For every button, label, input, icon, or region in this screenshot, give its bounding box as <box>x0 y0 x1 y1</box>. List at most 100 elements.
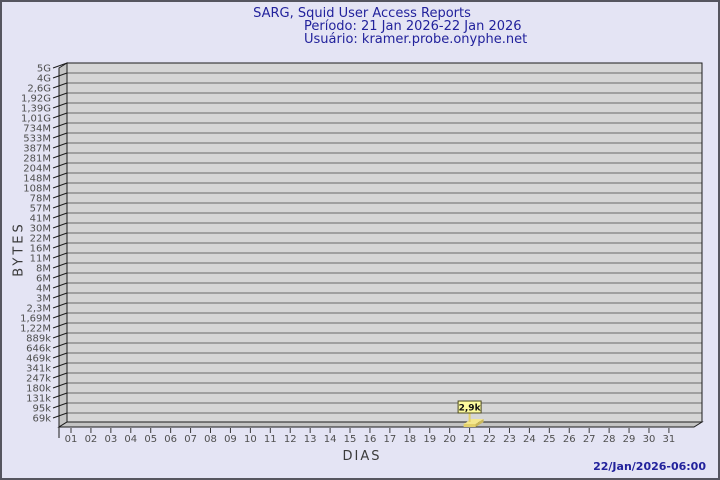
y-tick-label: 6M <box>36 274 51 285</box>
x-tick-label: 12 <box>284 434 297 445</box>
x-tick-label: 05 <box>144 434 157 445</box>
y-tick <box>52 282 68 289</box>
y-tick-label: 11M <box>30 254 51 265</box>
y-tick-label: 341k <box>26 364 51 375</box>
x-tick-label: 20 <box>443 434 456 445</box>
x-tick-label: 30 <box>643 434 656 445</box>
y-tick <box>52 92 68 99</box>
y-tick <box>52 102 68 109</box>
x-tick-label: 25 <box>543 434 556 445</box>
x-tick-label: 22 <box>483 434 496 445</box>
y-tick-label: 1,22M <box>20 324 51 335</box>
bar-value-box <box>457 400 482 414</box>
x-tick-label: 04 <box>124 434 137 445</box>
y-tick <box>52 192 68 199</box>
x-axis-title: DIAS <box>342 449 382 464</box>
y-tick-label: 180k <box>26 384 51 395</box>
y-tick <box>52 132 68 139</box>
x-tick-label: 28 <box>603 434 616 445</box>
y-tick <box>52 252 68 259</box>
y-tick-label: 2,3M <box>26 304 51 315</box>
y-tick-label: 469k <box>26 354 51 365</box>
y-tick-label: 5G <box>37 64 51 75</box>
x-tick-label: 13 <box>304 434 317 445</box>
x-tick-label: 10 <box>244 434 257 445</box>
y-tick-label: 131k <box>26 394 51 405</box>
y-tick-label: 533M <box>23 134 51 145</box>
x-tick-label: 19 <box>423 434 436 445</box>
y-tick-label: 78M <box>30 194 51 205</box>
report-title: SARG, Squid User Access Reports <box>253 6 471 21</box>
x-tick-label: 15 <box>344 434 357 445</box>
y-tick <box>52 412 68 419</box>
y-tick <box>52 72 68 79</box>
x-tick-label: 08 <box>204 434 217 445</box>
y-tick <box>52 242 68 249</box>
report-period: Período: 21 Jan 2026-22 Jan 2026 <box>304 19 522 34</box>
y-tick <box>52 212 68 219</box>
y-tick-label: 16M <box>30 244 51 255</box>
y-tick-label: 1,39G <box>21 104 51 115</box>
y-tick <box>52 382 68 389</box>
x-tick-label: 18 <box>403 434 416 445</box>
y-tick <box>52 402 68 409</box>
x-tick-label: 17 <box>384 434 397 445</box>
x-tick-label: 03 <box>104 434 117 445</box>
y-tick-label: 148M <box>23 174 51 185</box>
y-tick <box>52 342 68 349</box>
y-tick <box>52 112 68 119</box>
y-tick-label: 4M <box>36 284 51 295</box>
y-tick-label: 646k <box>26 344 51 355</box>
x-tick-label: 02 <box>85 434 98 445</box>
y-tick-label: 2,6G <box>27 84 51 95</box>
floor-3d <box>57 421 704 428</box>
y-tick-label: 30M <box>30 224 51 235</box>
y-tick-label: 387M <box>23 144 51 155</box>
y-tick <box>52 312 68 319</box>
y-tick <box>52 222 68 229</box>
x-tick-label: 09 <box>224 434 237 445</box>
y-tick-label: 889k <box>26 334 51 345</box>
y-tick <box>52 202 68 209</box>
y-tick <box>52 372 68 379</box>
y-tick <box>52 232 68 239</box>
y-axis-title: BYTES <box>11 221 27 277</box>
y-tick-label: 69k <box>32 414 51 425</box>
y-tick <box>52 352 68 359</box>
y-tick-label: 281M <box>23 154 51 165</box>
y-tick <box>52 142 68 149</box>
y-tick-label: 22M <box>30 234 51 245</box>
x-tick-label: 11 <box>264 434 277 445</box>
bar-top-face <box>463 419 484 424</box>
x-tick-label: 21 <box>463 434 476 445</box>
y-tick-label: 41M <box>30 214 51 225</box>
y-tick <box>52 172 68 179</box>
y-tick <box>52 152 68 159</box>
y-tick-label: 3M <box>36 294 51 305</box>
x-tick-label: 16 <box>364 434 377 445</box>
y-tick <box>52 392 68 399</box>
y-tick-label: 204M <box>23 164 51 175</box>
report-user: Usuário: kramer.probe.onyphe.net <box>304 32 528 47</box>
y-tick <box>52 262 68 269</box>
y-tick <box>52 362 68 369</box>
x-tick-label: 07 <box>184 434 197 445</box>
y-tick-label: 734M <box>23 124 51 135</box>
y-tick <box>52 272 68 279</box>
y-tick <box>52 122 68 129</box>
x-tick-label: 14 <box>324 434 337 445</box>
y-tick-label: 4G <box>37 74 51 85</box>
y-tick-label: 108M <box>23 184 51 195</box>
y-tick <box>52 292 68 299</box>
bar-front-face <box>463 424 476 427</box>
y-tick <box>52 162 68 169</box>
x-tick-label: 27 <box>583 434 596 445</box>
y-tick <box>52 332 68 339</box>
x-tick-label: 06 <box>164 434 177 445</box>
x-tick-label: 24 <box>523 434 536 445</box>
y-tick-label: 247k <box>26 374 51 385</box>
y-tick-label: 57M <box>30 204 51 215</box>
y-tick-label: 8M <box>36 264 51 275</box>
